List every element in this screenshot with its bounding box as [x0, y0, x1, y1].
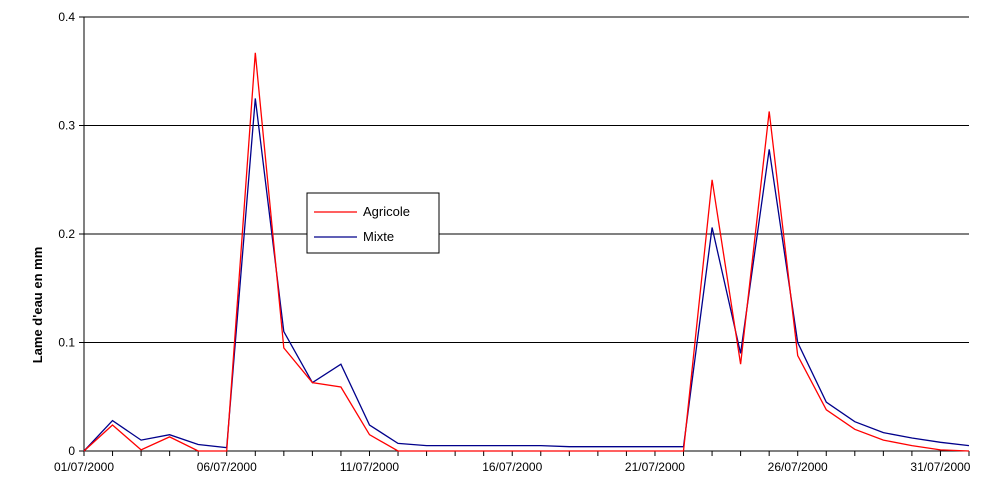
x-tick-label: 31/07/2000: [910, 460, 970, 474]
series-line-mixte: [83, 98, 970, 452]
axes: [79, 16, 970, 456]
y-axis-label: Lame d'eau en mm: [30, 247, 45, 364]
x-tick-label: 11/07/2000: [340, 460, 399, 474]
y-tick-label: 0.2: [58, 227, 75, 241]
legend-label-mixte: Mixte: [363, 229, 394, 244]
grid-lines: [84, 16, 969, 343]
y-tick-label: 0: [68, 444, 75, 458]
tick-labels: 0 0.1 0.2 0.3 0.4 01/07/2000 06/07/2000 11/07/2…: [54, 10, 971, 474]
x-tick-label: 16/07/2000: [482, 460, 542, 474]
legend: Agricole Mixte: [306, 192, 440, 254]
legend-label-agricole: Agricole: [363, 204, 410, 219]
series-lines: [83, 52, 970, 452]
x-tick-label: 06/07/2000: [197, 460, 257, 474]
y-tick-label: 0.4: [58, 10, 75, 24]
y-tick-label: 0.1: [58, 336, 75, 350]
series-line-agricole: [83, 52, 970, 452]
y-tick-label: 0.3: [58, 119, 75, 133]
legend-box: [306, 192, 440, 254]
x-tick-label: 21/07/2000: [625, 460, 685, 474]
x-tick-label: 26/07/2000: [768, 460, 828, 474]
x-tick-label: 01/07/2000: [54, 460, 114, 474]
